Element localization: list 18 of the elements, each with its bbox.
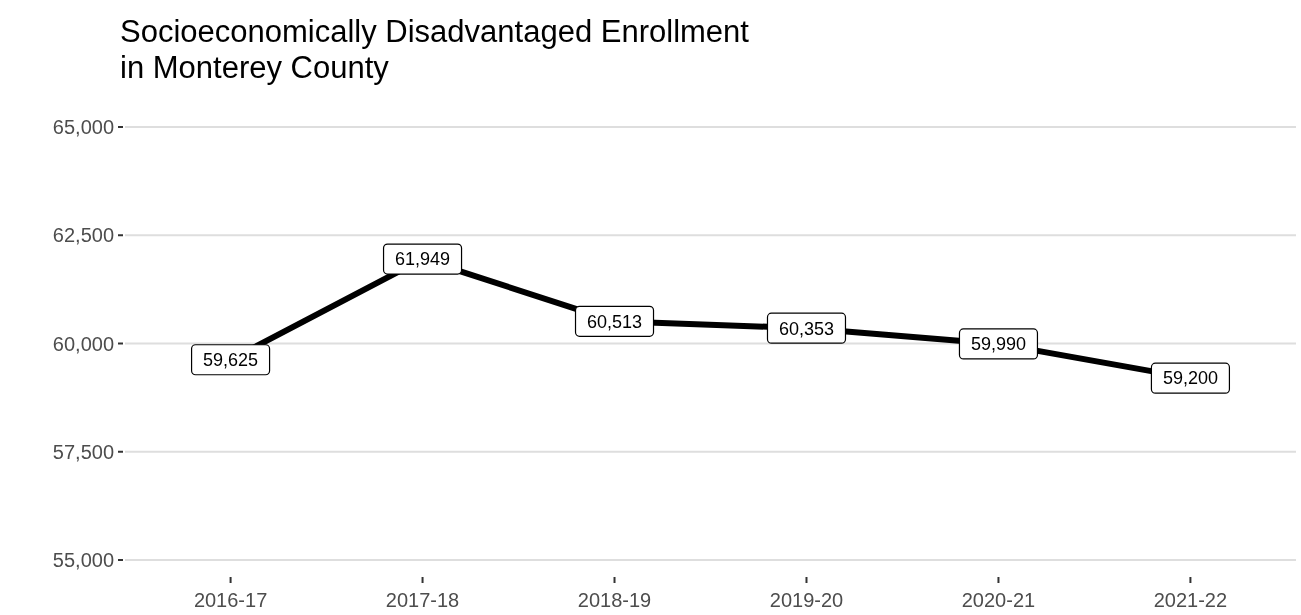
data-label: 59,990 bbox=[970, 334, 1026, 355]
x-tick-label: 2018-19 bbox=[577, 589, 652, 611]
y-tick-label: 62,500 bbox=[52, 224, 114, 247]
x-tick-label: 2016-17 bbox=[193, 589, 268, 611]
data-label: 60,513 bbox=[586, 311, 643, 332]
x-tick-label: 2020-21 bbox=[961, 589, 1036, 611]
x-tick-label: 2017-18 bbox=[385, 589, 460, 611]
data-label: 60,353 bbox=[778, 318, 835, 339]
y-tick-label: 57,500 bbox=[52, 440, 114, 463]
data-label: 59,625 bbox=[203, 350, 259, 371]
x-tick-label: 2019-20 bbox=[769, 589, 844, 611]
data-label: 59,200 bbox=[1162, 368, 1218, 389]
y-tick-label: 65,000 bbox=[52, 116, 114, 138]
y-tick-label: 55,000 bbox=[52, 549, 114, 571]
y-tick-label: 60,000 bbox=[52, 332, 114, 355]
chart-title: Socioeconomically Disadvantaged Enrollment in Monterey County bbox=[120, 14, 750, 85]
data-label: 61,949 bbox=[395, 249, 451, 270]
x-tick-label: 2021-22 bbox=[1153, 589, 1228, 611]
